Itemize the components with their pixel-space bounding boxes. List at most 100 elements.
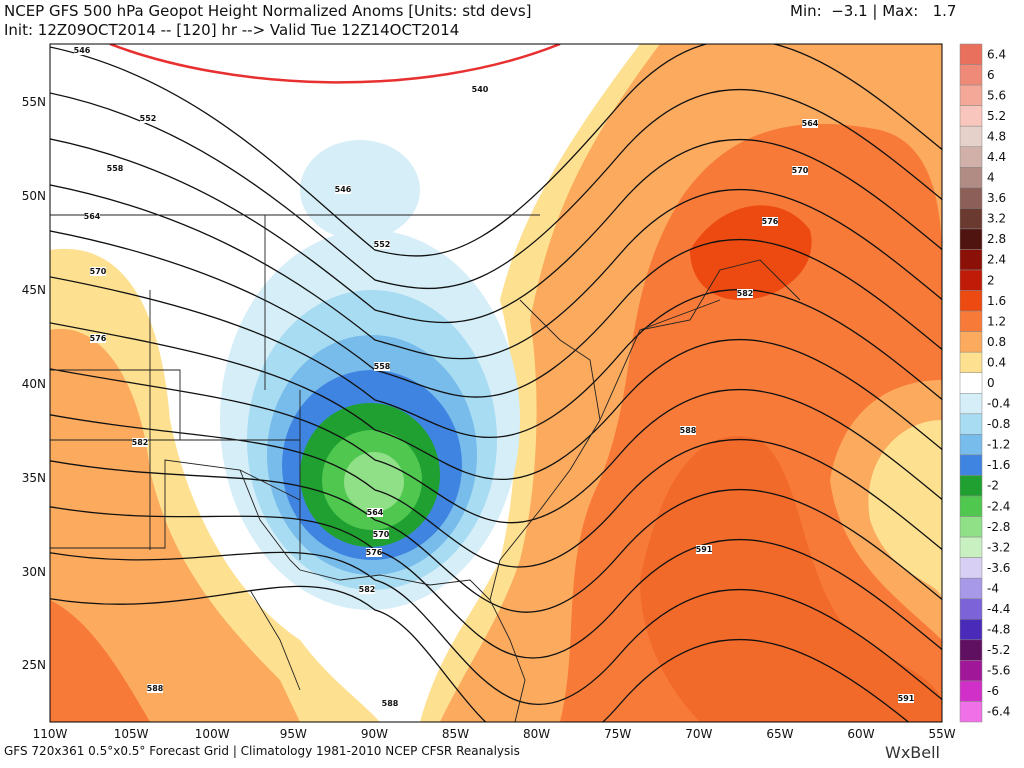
colorbar-label: -5.6 [987, 664, 1010, 678]
colorbar-swatch [959, 187, 983, 209]
contour-label-bg [762, 217, 778, 226]
contour-line [50, 230, 942, 398]
colorbar-swatch [959, 43, 983, 65]
colorbar-swatch [959, 680, 983, 702]
contour-label: 576 [762, 217, 779, 226]
lat-label: 40N [22, 377, 46, 391]
colorbar-swatch [959, 228, 983, 250]
contour-label: 570 [90, 267, 107, 276]
contour-label: 558 [374, 362, 391, 371]
colorbar-swatch [959, 434, 983, 456]
contour-label: 552 [374, 240, 391, 249]
contour-label: 564 [802, 119, 819, 128]
colorbar-swatch [959, 701, 983, 723]
contour-line [50, 184, 942, 360]
contour-label: 552 [140, 114, 157, 123]
contour-label: 576 [366, 548, 383, 557]
contour-label: 558 [107, 164, 124, 173]
colorbar-label: 0.8 [987, 335, 1006, 349]
footer: GFS 720x361 0.5°x0.5° Forecast Grid | Cl… [4, 744, 520, 758]
colorbar-label: -1.6 [987, 458, 1010, 472]
lat-label: 55N [22, 95, 46, 109]
colorbar-swatch [959, 249, 983, 271]
contour-label-bg [140, 114, 156, 123]
lat-label: 35N [22, 471, 46, 485]
colorbar-label: 3.6 [987, 191, 1006, 205]
colorbar-label: 2 [987, 273, 995, 287]
title: NCEP GFS 500 hPa Geopot Height Normalize… [4, 2, 532, 20]
map-frame [49, 43, 943, 723]
colorbar-label: 1.6 [987, 294, 1006, 308]
lat-label: 45N [22, 283, 46, 297]
colorbar-swatch [959, 84, 983, 106]
contour-line [50, 414, 942, 568]
range: Min: −3.1 | Max: 1.7 [790, 2, 956, 20]
contour-label: 588 [147, 684, 164, 693]
lon-label: 85W [442, 727, 469, 741]
colorbar-label: -0.4 [987, 397, 1010, 411]
contour-label-bg [107, 164, 123, 173]
contour-label-bg [74, 46, 90, 55]
contour-label-bg [335, 185, 351, 194]
colorbar-label: 4.4 [987, 150, 1006, 164]
colorbar-label: -2 [987, 479, 999, 493]
contour-label-bg [84, 212, 100, 221]
init: Init: 12Z09OCT2014 -- [120] hr --> Valid… [4, 21, 459, 39]
colorbar-swatch [959, 536, 983, 558]
contour-label-bg [374, 362, 390, 371]
colorbar-swatch [959, 577, 983, 599]
contour-line [50, 322, 942, 481]
contour-label: 591 [898, 694, 915, 703]
lon-label: 100W [195, 727, 230, 741]
lat-label: 25N [22, 658, 46, 672]
colorbar-swatch [959, 64, 983, 86]
contour-line [50, 276, 942, 439]
colorbar-label: -4.8 [987, 623, 1010, 637]
colorbar-swatch [959, 105, 983, 127]
contour-label-bg [737, 289, 753, 298]
contour-label-bg [367, 508, 383, 517]
brand: WxBell [885, 743, 940, 762]
colorbar-label: 5.2 [987, 109, 1006, 123]
contour-line [50, 44, 942, 257]
contour-label-bg [132, 438, 148, 447]
colorbar-swatch [959, 146, 983, 168]
colorbar-label: 3.2 [987, 212, 1006, 226]
colorbar-swatch [959, 310, 983, 332]
contour-label-bg [680, 426, 696, 435]
lon-label: 75W [604, 727, 631, 741]
contour-label-bg [802, 119, 818, 128]
lon-label: 70W [685, 727, 712, 741]
colorbar-swatch [959, 475, 983, 497]
lon-label: 80W [523, 727, 550, 741]
lat-label: 50N [22, 189, 46, 203]
colorbar-label: 1.2 [987, 314, 1006, 328]
contour-label: 582 [359, 585, 376, 594]
contour-label-bg [696, 545, 712, 554]
colorbar-label: -4 [987, 581, 999, 595]
contour-label: 570 [792, 166, 809, 175]
colorbar-swatch [959, 516, 983, 538]
contour-label-bg [374, 240, 390, 249]
colorbar-swatch [959, 351, 983, 373]
contour-label: 582 [737, 289, 754, 298]
contour-label-bg [90, 334, 106, 343]
lon-label: 110W [33, 727, 68, 741]
colorbar-swatch [959, 413, 983, 435]
colorbar-swatch [959, 598, 983, 620]
colorbar-label: 0 [987, 376, 995, 390]
colorbar-label: -4.4 [987, 602, 1010, 616]
colorbar-label: -5.2 [987, 643, 1010, 657]
contour-label-bg [147, 684, 163, 693]
contour-label-bg [90, 267, 106, 276]
contour-label: 576 [90, 334, 107, 343]
lon-label: 65W [766, 727, 793, 741]
colorbar-swatch [959, 125, 983, 147]
contour-label: 564 [84, 212, 101, 221]
colorbar-swatch [959, 660, 983, 682]
colorbar-swatch [959, 269, 983, 291]
contour-line [50, 368, 942, 524]
colorbar-swatch [959, 454, 983, 476]
colorbar-label: 2.8 [987, 232, 1006, 246]
